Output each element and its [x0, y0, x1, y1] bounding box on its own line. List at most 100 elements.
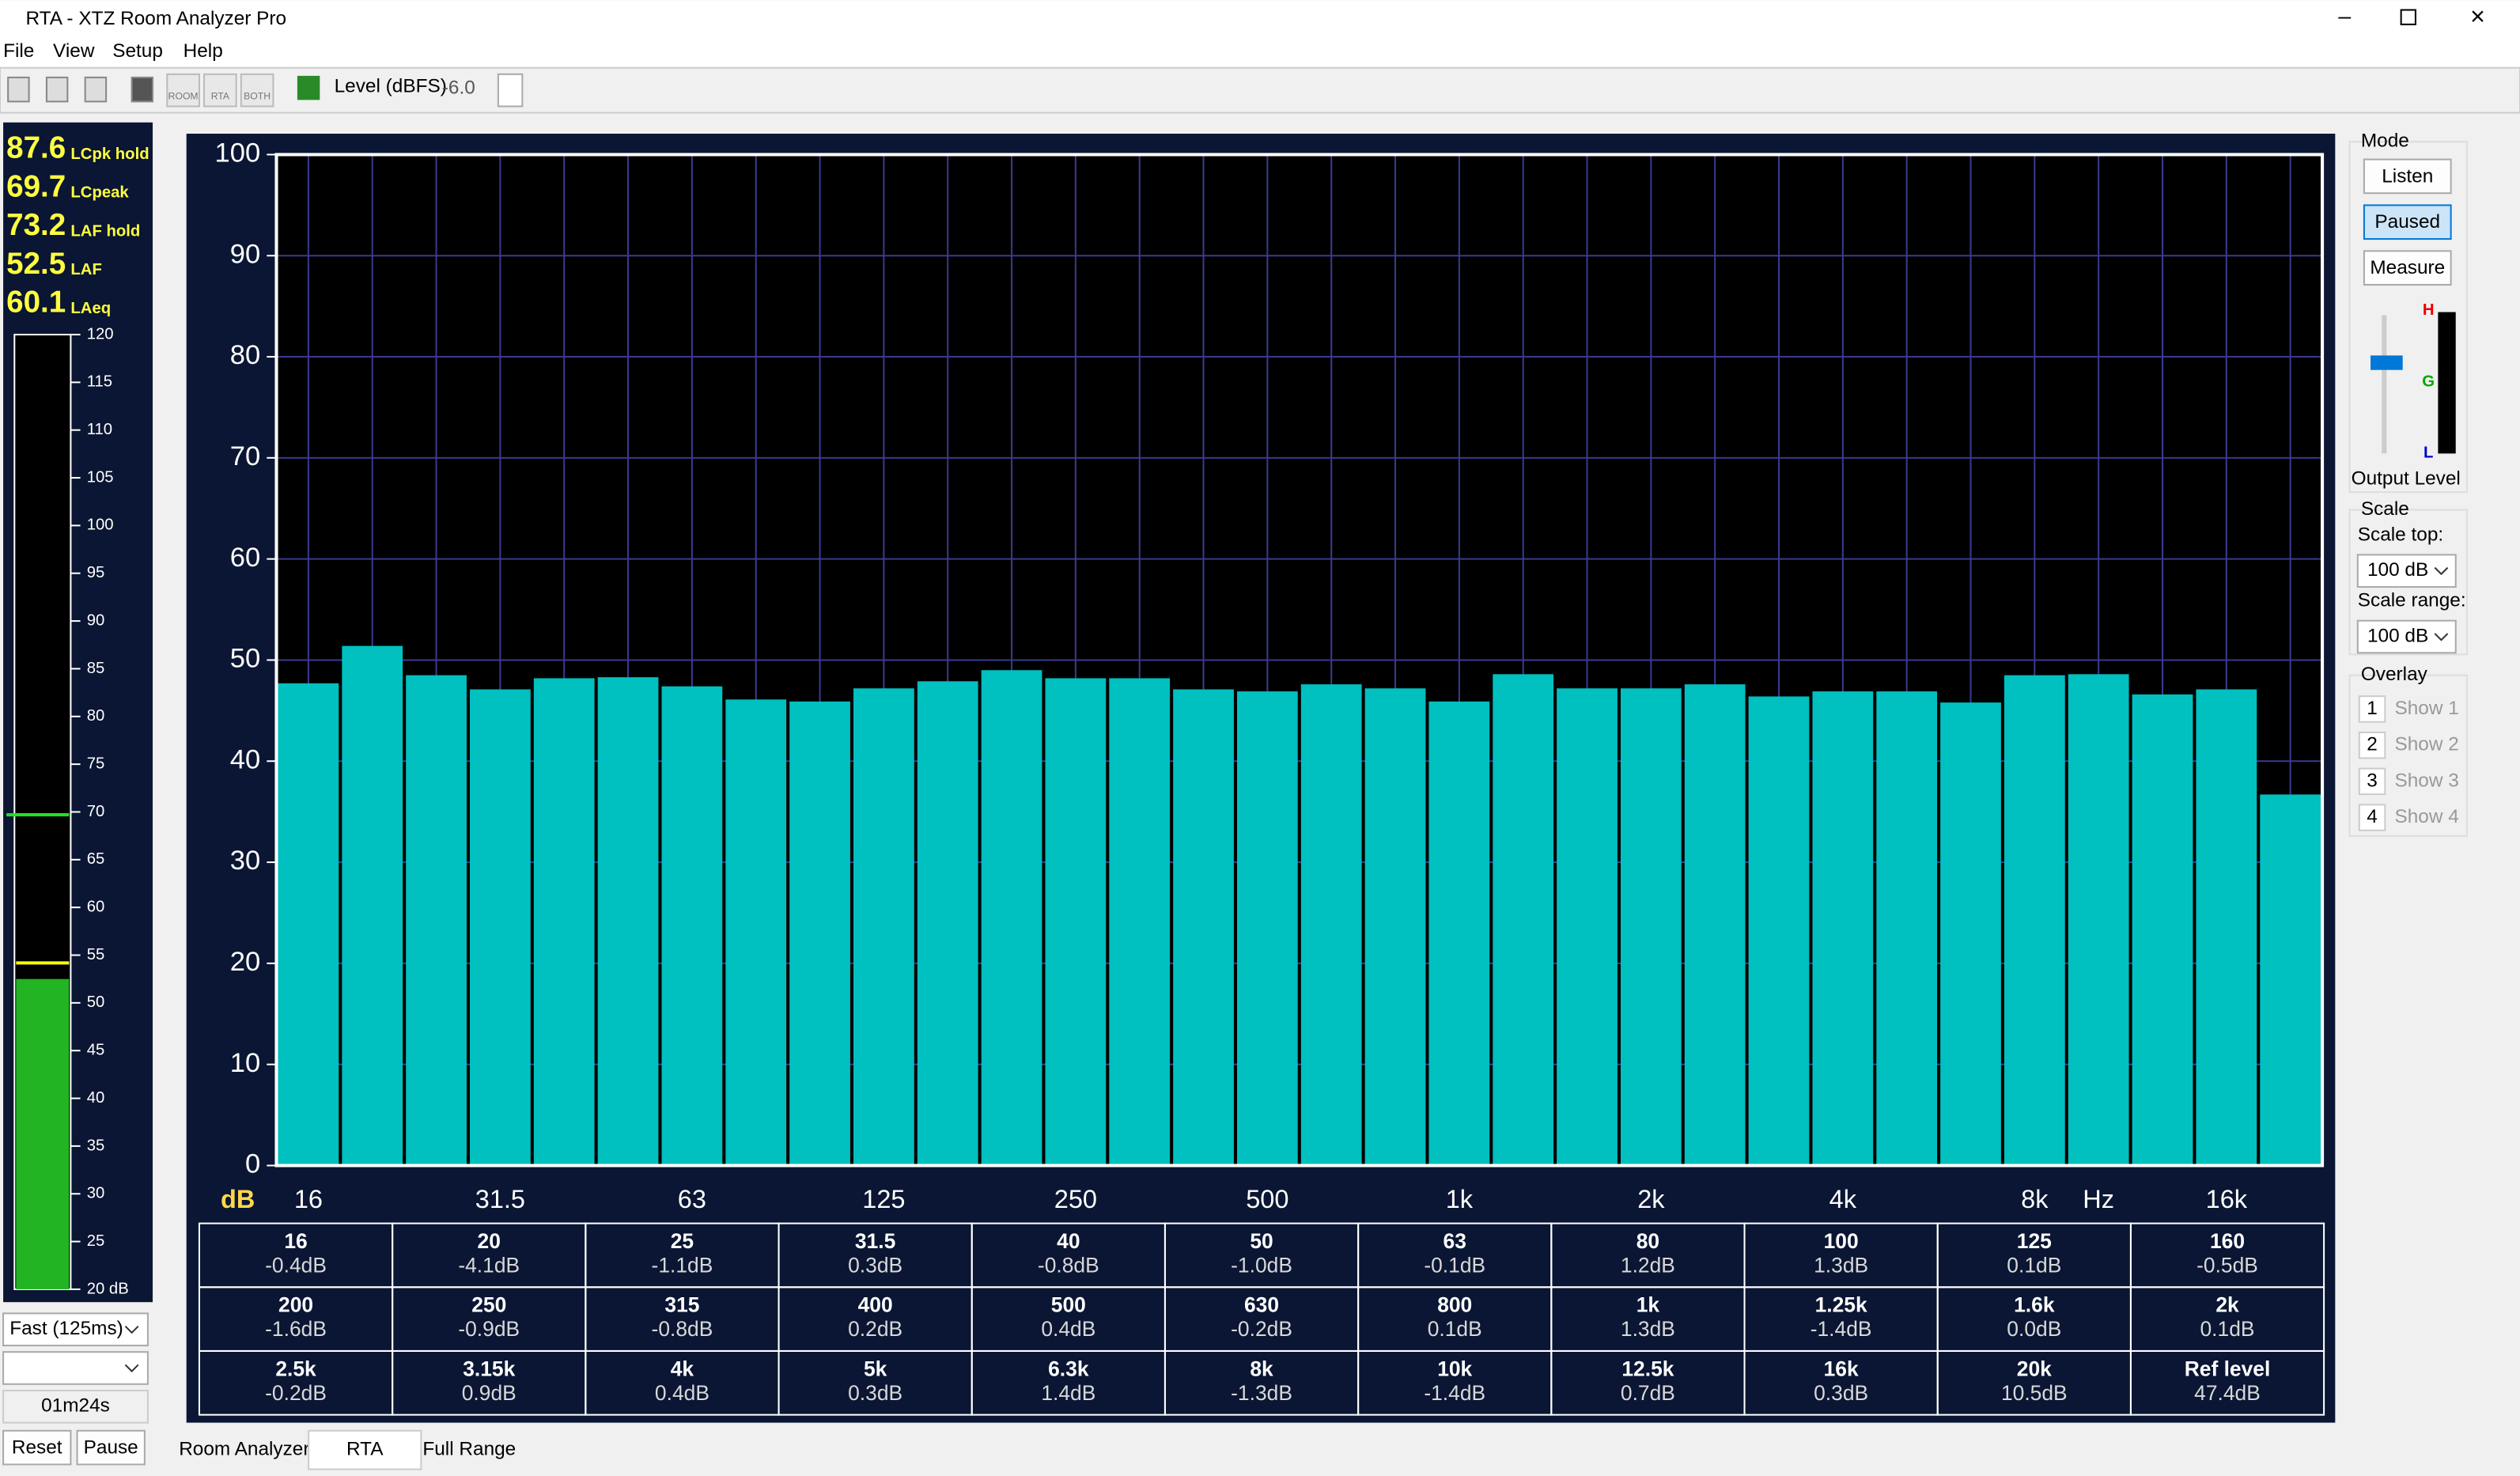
mode-button-label[interactable]: Measure — [2370, 257, 2445, 278]
x-tick-label: 2k — [1637, 1185, 1665, 1213]
meter-reading: 52.5 — [6, 247, 66, 281]
combobox[interactable] — [2356, 554, 2457, 589]
band-name: 2.5k — [275, 1357, 316, 1380]
close[interactable]: × — [2470, 2, 2485, 30]
meter-reading-label: LAeq — [70, 300, 111, 317]
overlay-number-box[interactable] — [2358, 731, 2386, 759]
meter-tick-label: 70 — [87, 803, 105, 820]
toolbar-button[interactable] — [240, 73, 274, 108]
level-spinner[interactable] — [497, 73, 524, 108]
level-label: Level (dBFS) — [335, 76, 447, 97]
overlay-number-box[interactable] — [2358, 695, 2386, 723]
band-name: 630 — [1244, 1293, 1279, 1317]
bar — [1493, 674, 1554, 1166]
x-tick-label: 31.5 — [475, 1185, 525, 1213]
overlay-number[interactable]: 2 — [2367, 734, 2378, 755]
field-label: Scale top: — [2358, 524, 2443, 545]
combobox-value: Fast (125ms) — [9, 1318, 123, 1339]
meter-reading-label: LCpeak — [70, 184, 129, 202]
band-name: 16k — [1824, 1357, 1859, 1380]
bar — [981, 670, 1042, 1166]
x-tick-label: 1k — [1446, 1185, 1474, 1213]
combobox[interactable] — [2356, 619, 2457, 654]
overlay-label[interactable]: Show 4 — [2394, 806, 2458, 827]
band-name: 12.5k — [1621, 1357, 1674, 1380]
band-name: 315 — [664, 1293, 699, 1317]
bar — [406, 675, 467, 1166]
toolbar-button-label: BOTH — [244, 90, 271, 101]
mode-button-label[interactable]: Listen — [2382, 165, 2433, 187]
toolbar — [0, 66, 2520, 114]
band-name: 500 — [1051, 1293, 1086, 1317]
menu-item[interactable]: Setup — [112, 40, 163, 62]
mode-button[interactable] — [2363, 158, 2452, 195]
bar — [2004, 675, 2065, 1166]
mode-button[interactable] — [2363, 204, 2452, 240]
overlay-number[interactable]: 1 — [2367, 698, 2378, 719]
toolbar-save[interactable] — [84, 76, 108, 103]
toolbar-button[interactable] — [203, 73, 237, 108]
menu-item[interactable]: Help — [184, 40, 223, 62]
band-level: -1.4dB — [1811, 1317, 1872, 1341]
band-name: 160 — [2210, 1229, 2245, 1253]
output-meter — [2438, 312, 2456, 454]
y-tick-label: 80 — [230, 340, 260, 370]
band-name: 100 — [1824, 1229, 1859, 1253]
toolbar-button[interactable] — [166, 73, 200, 108]
x-tick-label: 250 — [1054, 1185, 1097, 1213]
tab[interactable]: Full Range — [422, 1439, 516, 1460]
menu-item[interactable]: View — [53, 40, 95, 62]
menu-item[interactable]: File — [3, 40, 34, 62]
tab[interactable]: RTA — [346, 1439, 384, 1460]
menu-bar — [0, 36, 2520, 68]
x-tick-label: 8k — [2021, 1185, 2049, 1213]
band-level: 1.2dB — [1621, 1253, 1675, 1277]
band-name: 25 — [671, 1229, 694, 1253]
toolbar-new[interactable] — [7, 76, 30, 103]
meter-reading: 60.1 — [6, 286, 66, 320]
minimize[interactable]: – — [2338, 4, 2351, 29]
bar — [1557, 688, 1618, 1166]
overlay-number[interactable]: 3 — [2367, 770, 2378, 791]
overlay-label[interactable]: Show 3 — [2394, 770, 2458, 791]
y-tick-label: 30 — [230, 846, 260, 876]
elapsed-box — [2, 1389, 149, 1424]
toolbar-print[interactable] — [131, 76, 154, 103]
button[interactable] — [76, 1429, 146, 1466]
combobox-arrow — [124, 1364, 139, 1373]
band-name: 20k — [2017, 1357, 2052, 1380]
combobox[interactable] — [2, 1351, 149, 1385]
button-label[interactable]: Reset — [12, 1437, 62, 1459]
meter-tick-label: 120 — [87, 325, 114, 343]
bar — [1236, 691, 1298, 1166]
overlay-number[interactable]: 4 — [2367, 806, 2378, 827]
maximize[interactable] — [2400, 9, 2416, 25]
band-name: 3.15k — [463, 1357, 515, 1380]
overlay-number-box[interactable] — [2358, 767, 2386, 796]
combobox[interactable] — [2, 1312, 149, 1347]
meter-tick-label: 95 — [87, 564, 105, 581]
meter-reading-label: LAF — [70, 261, 101, 278]
tab-selected[interactable] — [308, 1429, 422, 1470]
output-slider-thumb[interactable] — [2371, 355, 2403, 370]
meter-reading: 73.2 — [6, 208, 66, 242]
bar — [2196, 689, 2257, 1166]
band-name: Ref level — [2185, 1357, 2271, 1380]
bar — [661, 686, 723, 1166]
meter-tick-label: 45 — [87, 1042, 105, 1059]
group-title: Mode — [2361, 131, 2409, 152]
mode-button[interactable] — [2363, 250, 2452, 286]
overlay-number-box[interactable] — [2358, 804, 2386, 831]
toolbar-button-label: RTA — [211, 90, 230, 101]
mode-button-label[interactable]: Paused — [2374, 211, 2440, 233]
bar — [2132, 694, 2193, 1166]
toolbar-open[interactable] — [45, 76, 69, 103]
band-level: -1.1dB — [652, 1253, 713, 1277]
overlay-label[interactable]: Show 1 — [2394, 698, 2458, 719]
button[interactable] — [2, 1429, 72, 1466]
tab[interactable]: Room Analyzer — [179, 1439, 309, 1460]
overlay-label[interactable]: Show 2 — [2394, 734, 2458, 755]
y-tick-label: 10 — [230, 1048, 260, 1078]
button-label[interactable]: Pause — [84, 1437, 138, 1459]
meter-tick-label: 115 — [87, 373, 112, 391]
